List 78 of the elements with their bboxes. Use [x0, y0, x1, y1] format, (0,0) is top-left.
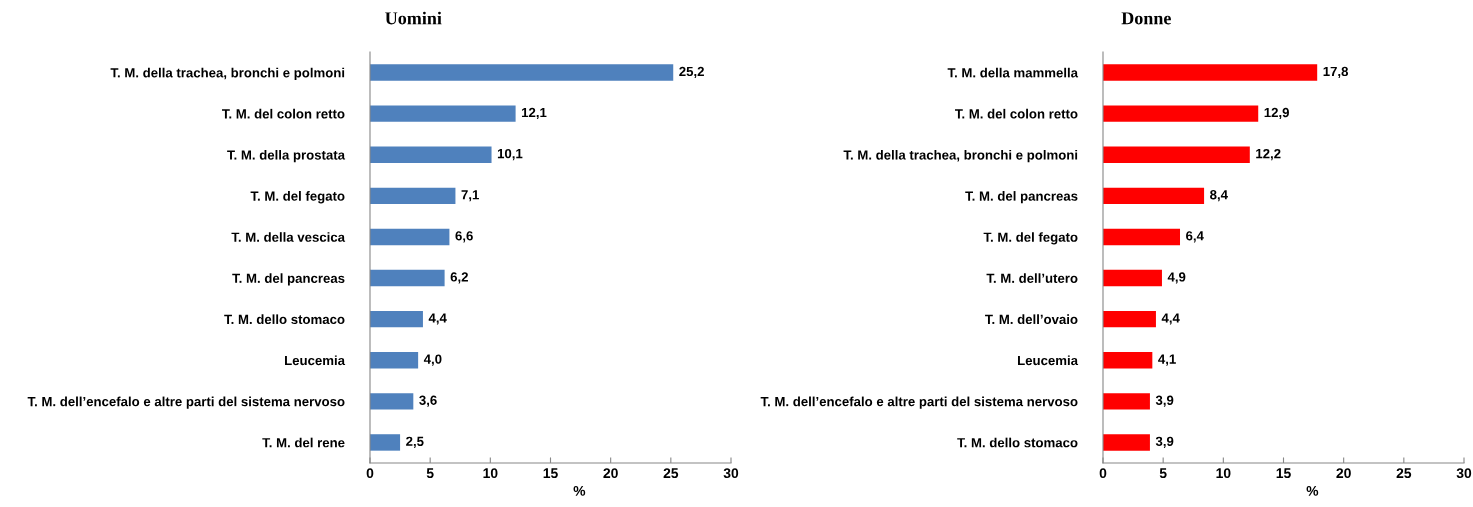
data-label: 2,5 [406, 436, 424, 448]
bar [1103, 146, 1250, 163]
bar [1103, 310, 1156, 328]
bar [1103, 228, 1181, 246]
data-label: 7,1 [461, 190, 479, 202]
y-tick-label: T. M. dell’encefalo e altre parti del sistema nervoso [760, 396, 1078, 409]
bar [1103, 393, 1150, 410]
x-axis-title: % [1306, 486, 1319, 496]
data-label: 3,6 [419, 395, 437, 407]
x-tick-label: 5 [1159, 468, 1167, 479]
data-label: 10,1 [497, 148, 523, 161]
x-tick-label: 25 [663, 468, 679, 479]
y-tick-label: T. M. della mammella [947, 67, 1079, 78]
bar [1103, 64, 1318, 81]
bar [1103, 105, 1259, 122]
data-label: 3,9 [1155, 436, 1174, 448]
data-label: 8,4 [1210, 190, 1228, 202]
x-tick-label: 10 [483, 468, 498, 479]
x-tick-label: 0 [1099, 468, 1107, 479]
x-tick-label: 10 [1216, 468, 1231, 479]
bar [370, 269, 445, 287]
x-tick-label: 5 [426, 468, 434, 479]
x-tick-label: 25 [1396, 468, 1412, 479]
y-tick-label: Leucemia [1018, 355, 1079, 366]
x-tick-label: 15 [1276, 468, 1291, 479]
data-label: 4,1 [1158, 354, 1176, 366]
data-label: 17,8 [1323, 66, 1349, 79]
y-tick-label: T. M. dello stomaco [224, 314, 345, 325]
bar [370, 146, 492, 163]
bar [370, 434, 401, 451]
bar [1103, 434, 1150, 451]
y-tick-label: T. M. della prostata [227, 149, 346, 163]
data-label: 12,2 [1256, 148, 1281, 161]
x-tick-label: 30 [1456, 468, 1472, 479]
bar [370, 64, 674, 81]
bar [370, 393, 414, 410]
data-label: 12,9 [1264, 107, 1289, 120]
y-tick-label: T. M. del rene [262, 437, 345, 448]
data-label: 4,0 [423, 354, 442, 366]
bar [370, 310, 423, 328]
bar [1103, 187, 1205, 205]
y-tick-label: T. M. della vescica [231, 232, 346, 242]
x-tick-label: 20 [1336, 468, 1351, 479]
data-label: 6,4 [1186, 231, 1204, 243]
x-tick-label: 0 [366, 468, 374, 479]
bar [1103, 352, 1153, 369]
y-tick-label: T. M. dell’encefalo e altre parti del sistema nervoso [27, 396, 345, 409]
data-label: 3,9 [1155, 395, 1174, 407]
chart-title: Uomini [385, 11, 442, 25]
y-tick-label: T. M. del fegato [983, 232, 1078, 245]
bar [370, 187, 456, 205]
y-tick-label: Leucemia [285, 355, 346, 366]
data-label: 6,2 [450, 272, 468, 284]
y-tick-label: T. M. dello stomaco [957, 437, 1078, 448]
bar [370, 105, 516, 122]
data-label: 4,4 [1161, 313, 1180, 325]
data-label: 12,1 [521, 107, 547, 120]
y-tick-label: T. M. del colon retto [955, 108, 1078, 119]
data-label: 4,9 [1167, 272, 1186, 284]
bar [1103, 269, 1162, 287]
y-tick-label: T. M. della trachea, bronchi e polmoni [110, 67, 345, 81]
data-label: 4,4 [428, 313, 447, 325]
x-tick-label: 20 [603, 468, 618, 479]
bar [370, 228, 450, 246]
chart-title: Donne [1121, 12, 1171, 25]
data-label: 25,2 [679, 66, 704, 79]
y-tick-label: T. M. del fegato [250, 191, 345, 204]
y-tick-label: T. M. del pancreas [965, 191, 1078, 204]
y-tick-label: T. M. del colon retto [222, 108, 345, 119]
y-tick-label: T. M. dell’utero [986, 273, 1078, 283]
y-tick-label: T. M. dell’ovaio [985, 314, 1078, 325]
x-tick-label: 15 [543, 468, 558, 479]
y-tick-label: T. M. della trachea, bronchi e polmoni [843, 149, 1078, 163]
bar [370, 352, 419, 369]
data-label: 6,6 [455, 231, 473, 243]
y-tick-label: T. M. del pancreas [232, 273, 345, 286]
x-tick-label: 30 [723, 468, 739, 479]
x-axis-title: % [573, 486, 586, 496]
